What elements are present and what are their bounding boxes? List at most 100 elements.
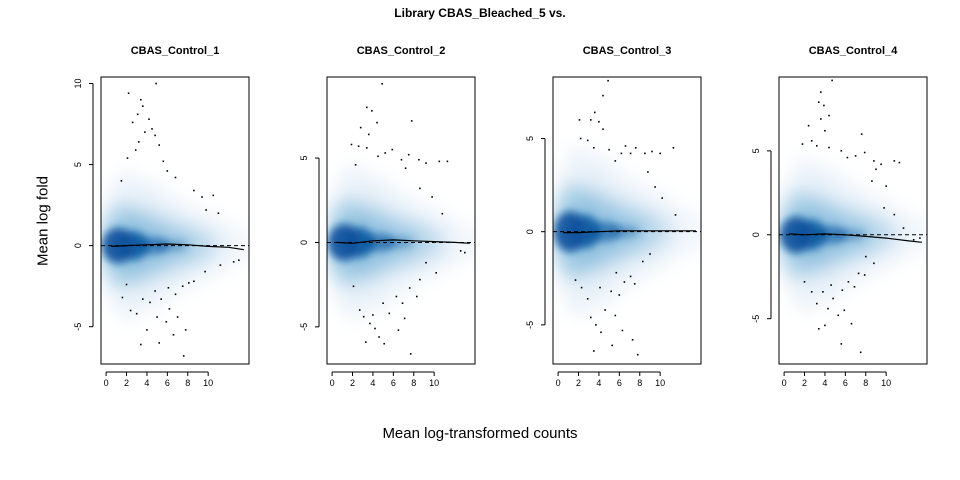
x-tick-label: 8 xyxy=(185,378,190,388)
point xyxy=(416,295,418,298)
point xyxy=(602,94,604,97)
point xyxy=(388,312,391,315)
point xyxy=(158,144,160,146)
point xyxy=(846,156,849,159)
point xyxy=(410,120,413,122)
point xyxy=(816,302,818,305)
point xyxy=(830,284,832,286)
point xyxy=(358,309,361,311)
point xyxy=(803,281,806,283)
y-axis-label-text: Mean log fold xyxy=(34,175,52,267)
point xyxy=(391,148,394,151)
point xyxy=(611,344,613,347)
y-tick-label: 10 xyxy=(73,78,83,88)
point xyxy=(205,209,207,211)
point xyxy=(419,278,421,281)
point xyxy=(129,309,132,312)
point xyxy=(365,341,367,343)
point xyxy=(631,339,634,341)
point xyxy=(212,194,215,197)
point xyxy=(579,137,582,140)
loess-trend-line xyxy=(111,243,244,251)
point xyxy=(167,287,170,289)
point xyxy=(644,152,646,155)
y-tick-label: 0 xyxy=(299,240,309,245)
point xyxy=(148,118,150,120)
point xyxy=(610,290,612,293)
point xyxy=(238,259,240,261)
point xyxy=(134,149,137,151)
point xyxy=(615,271,618,274)
point xyxy=(828,114,830,117)
point xyxy=(810,291,813,293)
point xyxy=(149,301,151,304)
point xyxy=(418,158,420,161)
point xyxy=(357,145,360,147)
point xyxy=(875,168,877,171)
panel-frame xyxy=(326,76,476,365)
y-tick-label: 5 xyxy=(525,136,535,141)
point xyxy=(898,161,901,164)
y-tick-label: 0 xyxy=(525,229,535,234)
point xyxy=(820,91,822,93)
loess-trend-line xyxy=(563,230,696,234)
x-tick-label: 4 xyxy=(144,378,149,388)
point xyxy=(204,270,206,273)
point xyxy=(586,298,589,300)
figure-title: Library CBAS_Bleached_5 vs. xyxy=(394,6,566,20)
x-tick-label: 10 xyxy=(203,378,213,388)
point xyxy=(607,79,609,82)
point xyxy=(674,214,677,216)
point xyxy=(847,281,850,283)
point xyxy=(841,289,844,291)
point xyxy=(125,283,128,286)
point xyxy=(594,111,596,114)
point xyxy=(142,298,144,300)
point xyxy=(381,83,383,85)
panel-frame xyxy=(100,76,250,365)
point xyxy=(801,143,804,145)
point xyxy=(374,327,376,330)
panel-1: CBAS_Control_1 0 2 4 6 8 10 -5 0 5 10 xyxy=(73,45,250,388)
point xyxy=(873,160,875,162)
point xyxy=(217,212,220,214)
point xyxy=(608,148,610,151)
point xyxy=(629,275,632,278)
x-tick-label: 8 xyxy=(637,378,642,388)
point xyxy=(859,351,862,354)
loess-trend-line xyxy=(789,233,922,243)
point xyxy=(352,285,355,288)
point xyxy=(431,196,433,198)
point xyxy=(140,343,142,346)
point xyxy=(383,342,385,345)
x-tick-label: 2 xyxy=(124,378,129,388)
point xyxy=(146,329,148,331)
point xyxy=(832,297,834,300)
point xyxy=(459,250,462,252)
point xyxy=(162,160,165,163)
point xyxy=(404,167,407,169)
point xyxy=(120,180,123,182)
x-tick-label: 6 xyxy=(617,378,622,388)
density-band-5 xyxy=(880,212,927,257)
point xyxy=(618,294,621,296)
point xyxy=(425,162,427,164)
point xyxy=(818,328,820,330)
point xyxy=(893,213,896,216)
x-tick-label: 6 xyxy=(391,378,396,388)
x-tick-label: 0 xyxy=(556,378,561,388)
panel-frame xyxy=(778,76,928,365)
point xyxy=(168,308,171,310)
x-tick-label: 8 xyxy=(863,378,868,388)
point xyxy=(880,163,882,166)
point xyxy=(407,153,410,156)
point xyxy=(853,286,856,288)
point xyxy=(372,314,374,316)
point xyxy=(840,150,843,152)
point xyxy=(902,227,905,229)
point xyxy=(160,298,162,300)
point xyxy=(182,355,185,357)
point xyxy=(368,133,370,136)
point xyxy=(378,336,380,338)
point xyxy=(824,324,826,327)
